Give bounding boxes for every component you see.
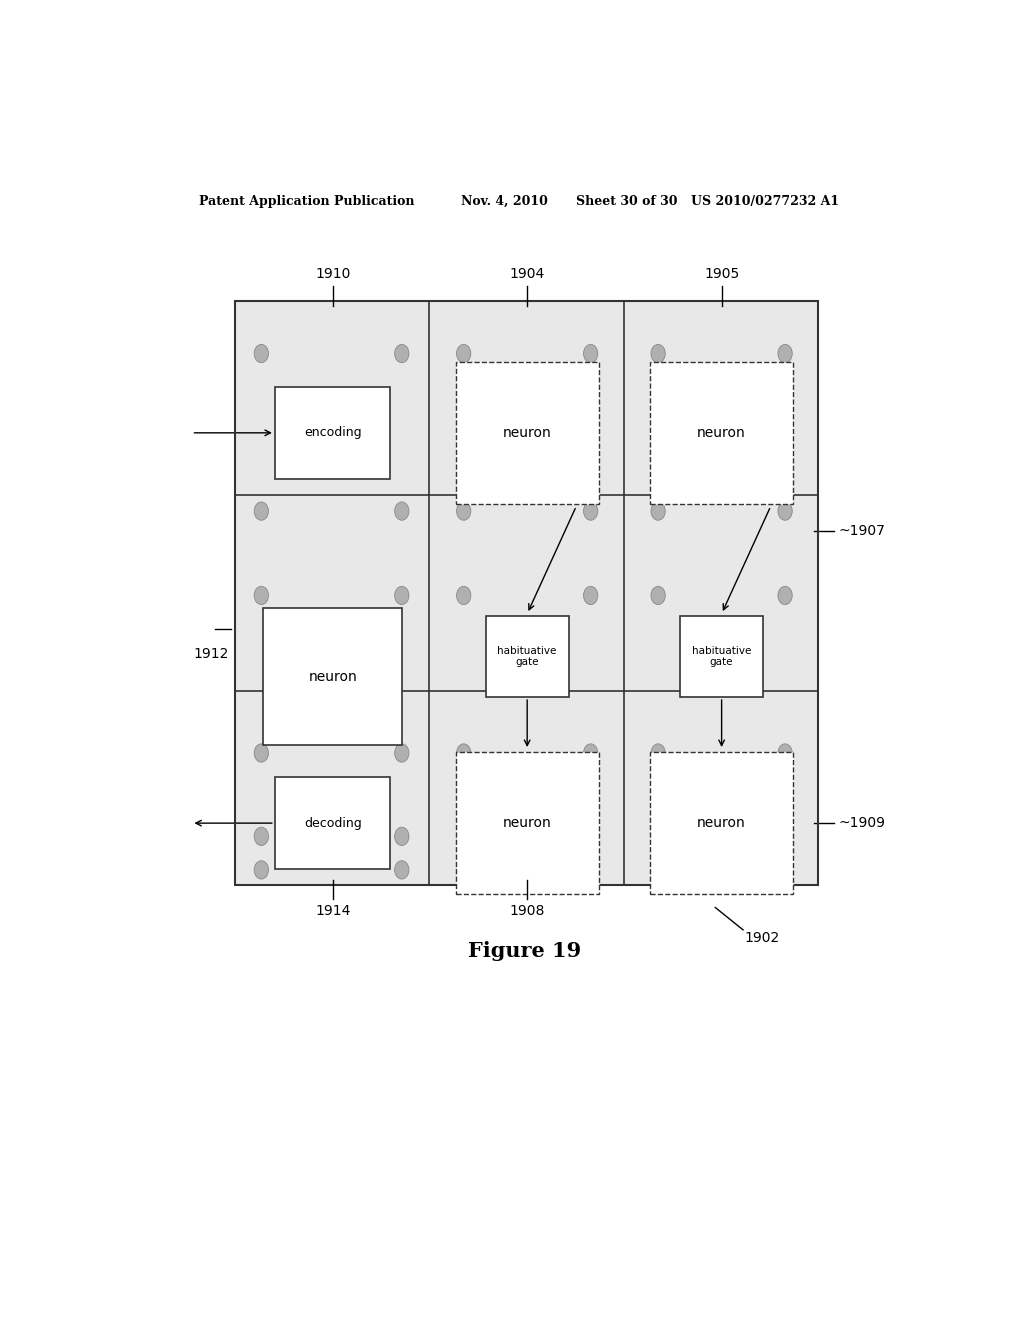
Circle shape [457,861,471,879]
Bar [625,301,818,495]
Circle shape [651,828,666,846]
Text: 1912: 1912 [194,647,229,661]
Text: 1902: 1902 [744,931,780,945]
Circle shape [394,861,409,879]
Bar [650,752,793,894]
Circle shape [778,345,793,363]
Text: neuron: neuron [503,816,552,830]
Circle shape [457,744,471,762]
Text: encoding: encoding [304,426,361,440]
Circle shape [457,586,471,605]
Text: ~1909: ~1909 [839,816,886,830]
Circle shape [394,744,409,762]
Text: 1908: 1908 [510,904,545,919]
Bar [275,777,390,869]
Bar [650,362,793,504]
Circle shape [778,861,793,879]
Circle shape [584,345,598,363]
Circle shape [394,345,409,363]
Text: neuron: neuron [697,816,746,830]
Circle shape [394,586,409,605]
Circle shape [584,828,598,846]
Text: ~1907: ~1907 [839,524,885,539]
Circle shape [584,502,598,520]
Text: US 2010/0277232 A1: US 2010/0277232 A1 [691,194,840,207]
Bar [429,690,625,886]
Text: 1904: 1904 [510,268,545,281]
Bar [236,690,429,886]
Circle shape [457,828,471,846]
Circle shape [254,861,268,879]
Text: 1905: 1905 [703,268,739,281]
Bar [236,301,818,886]
Circle shape [651,744,666,762]
Circle shape [394,502,409,520]
Text: neuron: neuron [308,669,357,684]
Bar [236,495,429,690]
Circle shape [651,345,666,363]
Circle shape [778,828,793,846]
Bar [456,362,599,504]
Circle shape [394,828,409,846]
Text: Nov. 4, 2010: Nov. 4, 2010 [461,194,548,207]
Text: habituative
gate: habituative gate [692,645,752,667]
Bar [680,615,763,697]
Bar [275,387,390,479]
Circle shape [254,586,268,605]
Circle shape [254,345,268,363]
Bar [236,301,429,495]
Circle shape [457,345,471,363]
Bar [456,752,599,894]
Circle shape [651,502,666,520]
Circle shape [778,586,793,605]
Circle shape [584,586,598,605]
Bar [263,609,402,746]
Bar [625,495,818,690]
Circle shape [254,502,268,520]
Text: Sheet 30 of 30: Sheet 30 of 30 [577,194,678,207]
Circle shape [651,861,666,879]
Circle shape [778,502,793,520]
Circle shape [457,502,471,520]
Circle shape [584,861,598,879]
Bar [625,690,818,886]
Circle shape [584,744,598,762]
Text: 1910: 1910 [315,268,350,281]
Text: 1914: 1914 [315,904,350,919]
Text: Figure 19: Figure 19 [468,941,582,961]
Bar [429,495,625,690]
Circle shape [651,586,666,605]
Bar [429,301,625,495]
Circle shape [254,828,268,846]
Text: habituative
gate: habituative gate [498,645,557,667]
Circle shape [778,744,793,762]
Bar [485,615,569,697]
Text: neuron: neuron [697,426,746,440]
Text: neuron: neuron [503,426,552,440]
Circle shape [254,744,268,762]
Text: decoding: decoding [304,817,361,830]
Text: Patent Application Publication: Patent Application Publication [200,194,415,207]
